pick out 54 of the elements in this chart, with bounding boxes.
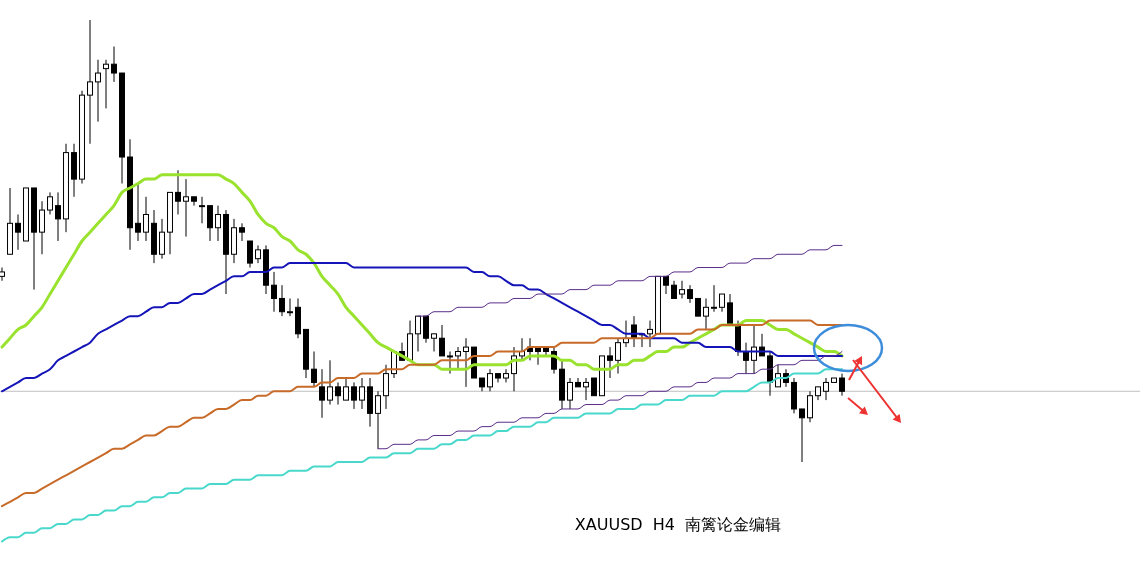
candlestick [87,19,93,145]
candlestick [311,351,317,388]
candlestick [823,377,829,401]
candlestick [711,284,717,313]
candlestick [55,191,61,242]
candlestick [343,377,349,401]
candlestick [799,408,805,463]
candlestick [375,390,381,450]
candlestick [727,293,733,326]
candlestick [679,280,685,299]
candlestick [111,46,117,83]
candlestick [487,368,493,392]
candlestick [175,169,181,215]
candlestick [199,196,205,224]
candlestick [503,368,509,383]
candlestick [247,240,253,269]
candlestick [135,183,141,242]
candlestick [567,377,573,410]
candlestick [327,359,333,406]
candlestick [271,271,277,313]
candlestick [103,59,109,109]
candlestick [423,315,429,344]
text: XAUUSD H4 南篱论金编辑 [574,515,782,534]
candlestick [439,324,445,357]
candlestick [647,320,653,348]
candlestick [807,390,813,423]
candlestick [463,337,469,388]
candlestick [703,297,709,330]
candlestick [143,196,149,242]
candlestick [159,218,165,260]
candlestick [431,333,437,352]
candlestick [39,200,45,255]
candlestick [47,191,53,215]
candlestick [615,337,621,375]
candlestick [239,222,245,242]
candlestick [359,377,365,410]
candlestick [215,205,221,242]
candlestick [207,205,213,242]
candlestick [751,324,757,375]
candlestick [319,368,325,419]
candlestick [839,373,845,397]
candlestick [351,381,357,410]
candlestick [287,297,293,317]
candlestick [95,59,101,123]
candlestick [15,213,21,251]
candlestick [383,364,389,410]
candlestick [279,284,285,317]
candlestick [183,178,189,238]
candlestick [415,315,421,352]
candlestick [335,381,341,406]
candlestick [607,346,613,379]
candlestick [583,377,589,401]
candlestick [455,346,461,370]
candlestick [447,351,453,375]
